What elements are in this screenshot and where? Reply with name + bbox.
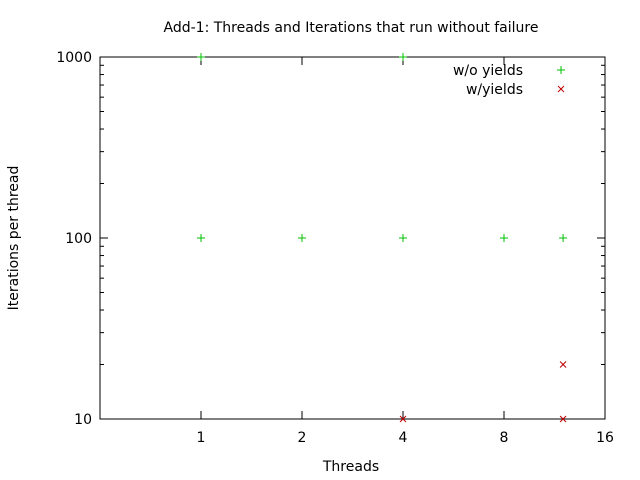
y-tick-label: 1000 — [56, 50, 92, 66]
data-point-with-yields — [559, 361, 567, 368]
plot-frame — [99, 56, 606, 420]
x-tick-label: 16 — [596, 430, 614, 446]
data-point-without-yields — [298, 234, 306, 242]
legend-marker — [557, 66, 565, 74]
legend-marker — [557, 85, 565, 93]
data-point-with-yields — [559, 415, 567, 423]
data-point-without-yields — [197, 53, 205, 61]
data-points — [197, 53, 568, 423]
x-tick-label: 4 — [399, 430, 408, 446]
x-axis-label: Threads — [322, 459, 379, 475]
legend-label: w/yields — [466, 82, 523, 98]
data-point-without-yields — [399, 53, 407, 61]
y-axis-label: Iterations per thread — [6, 166, 22, 311]
y-tick-label: 10 — [74, 412, 92, 428]
legend: w/o yields w/yields — [453, 63, 565, 98]
chart-title: Add-1: Threads and Iterations that run w… — [164, 20, 539, 36]
data-point-without-yields — [559, 234, 568, 242]
axis-ticks: 1 2 4 8 16 10 100 1000 — [56, 50, 614, 446]
data-point-without-yields — [500, 234, 508, 242]
x-tick-label: 8 — [500, 430, 509, 446]
legend-label: w/o yields — [453, 63, 523, 79]
data-point-without-yields — [197, 234, 205, 242]
x-tick-label: 1 — [197, 430, 206, 446]
data-point-with-yields — [399, 415, 407, 423]
x-tick-label: 2 — [298, 430, 307, 446]
data-point-without-yields — [399, 234, 407, 242]
y-tick-label: 100 — [65, 231, 92, 247]
